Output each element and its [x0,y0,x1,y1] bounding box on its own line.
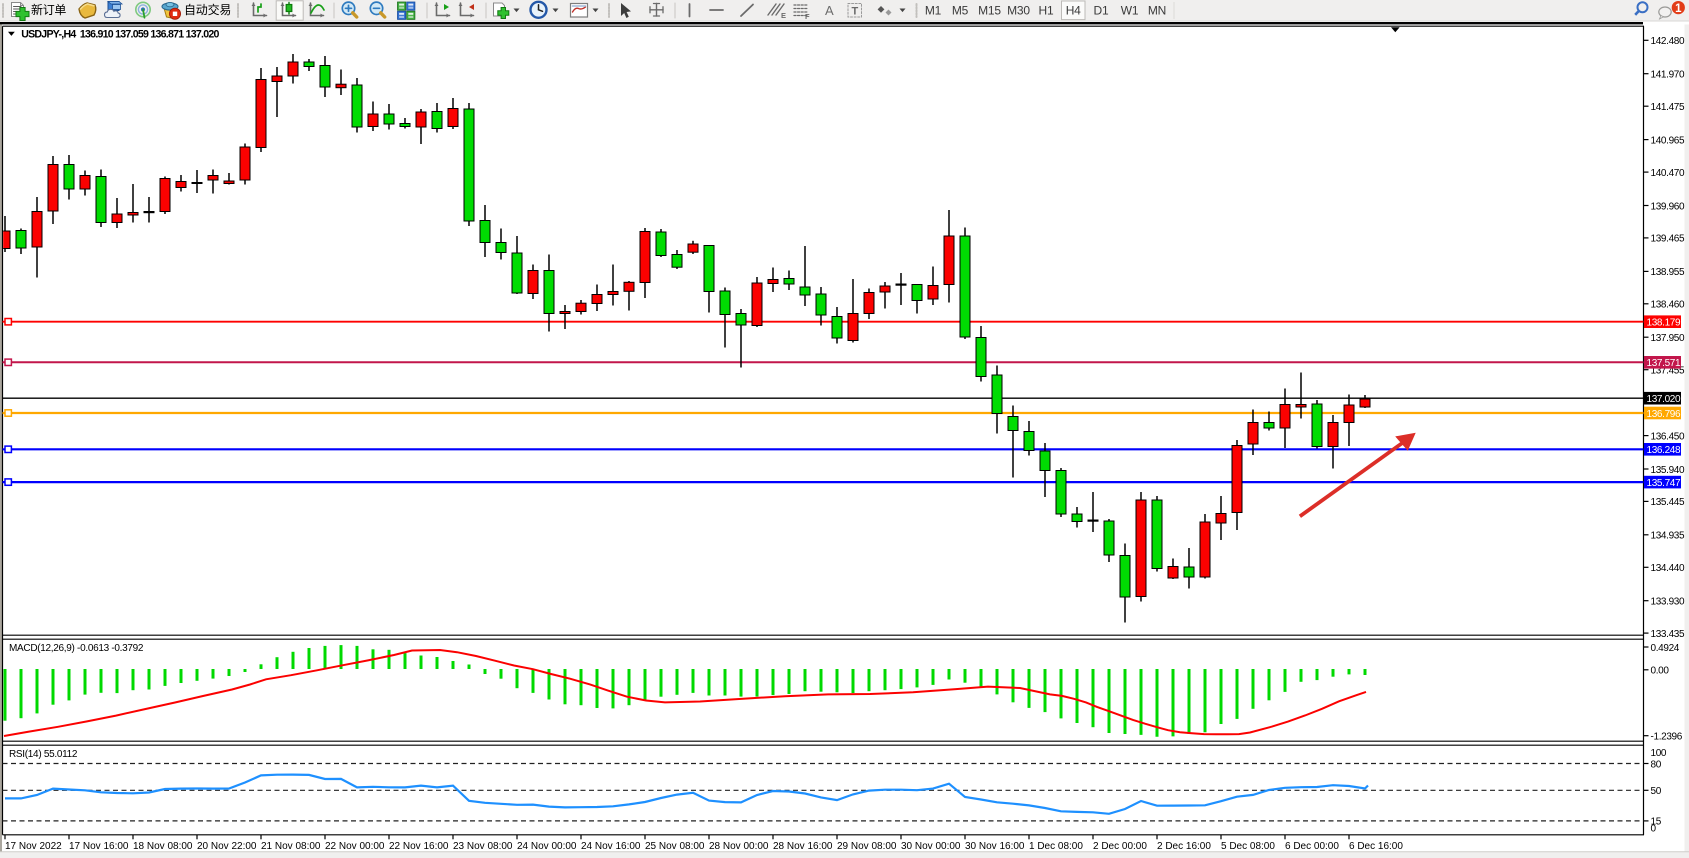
svg-text:MACD(12,26,9) -0.0613 -0.3792: MACD(12,26,9) -0.0613 -0.3792 [9,643,144,654]
svg-text:0: 0 [1651,823,1657,834]
svg-text:28 Nov 00:00: 28 Nov 00:00 [709,841,769,852]
svg-text:A: A [825,3,834,18]
svg-text:50: 50 [1651,786,1662,797]
svg-text:0.00: 0.00 [1651,666,1670,677]
svg-text:135.445: 135.445 [1651,497,1685,508]
svg-text:-1.2396: -1.2396 [1651,732,1683,743]
svg-text:23 Nov 08:00: 23 Nov 08:00 [453,841,513,852]
svg-text:6 Dec 00:00: 6 Dec 00:00 [1285,841,1339,852]
svg-text:80: 80 [1651,759,1662,770]
svg-text:138.460: 138.460 [1651,300,1685,311]
svg-text:M5: M5 [952,4,969,18]
svg-text:141.475: 141.475 [1651,102,1685,113]
svg-text:1: 1 [1675,3,1682,15]
svg-text:2 Dec 16:00: 2 Dec 16:00 [1157,841,1211,852]
svg-text:139.465: 139.465 [1651,234,1685,245]
svg-text:140.470: 140.470 [1651,168,1685,179]
svg-text:H1: H1 [1039,4,1054,18]
svg-text:137.950: 137.950 [1651,333,1685,344]
svg-text:22 Nov 16:00: 22 Nov 16:00 [389,841,449,852]
svg-text:29 Nov 08:00: 29 Nov 08:00 [837,841,897,852]
svg-text:H4: H4 [1066,4,1081,18]
svg-text:135.747: 135.747 [1647,478,1681,489]
svg-text:142.480: 142.480 [1651,36,1685,47]
svg-text:25 Nov 08:00: 25 Nov 08:00 [645,841,705,852]
svg-text:135.940: 135.940 [1651,465,1685,476]
svg-text:2 Dec 00:00: 2 Dec 00:00 [1093,841,1147,852]
svg-text:134.440: 134.440 [1651,563,1685,574]
svg-text:6 Dec 16:00: 6 Dec 16:00 [1349,841,1403,852]
svg-text:138.179: 138.179 [1647,318,1681,329]
svg-text:137.571: 137.571 [1647,358,1681,369]
svg-text:136.248: 136.248 [1647,445,1681,456]
svg-text:M30: M30 [1007,4,1030,18]
svg-text:133.930: 133.930 [1651,597,1685,608]
svg-text:USDJPY-,H4 136.910 137.059 13: USDJPY-,H4 136.910 137.059 136.871 137.0… [21,29,219,41]
svg-text:M1: M1 [925,4,942,18]
svg-text:137.020: 137.020 [1647,394,1681,405]
svg-text:100: 100 [1651,748,1667,759]
svg-text:30 Nov 16:00: 30 Nov 16:00 [965,841,1025,852]
svg-text:137.455: 137.455 [1651,366,1685,377]
svg-text:MN: MN [1148,4,1166,18]
svg-text:T: T [852,6,859,18]
svg-text:24 Nov 16:00: 24 Nov 16:00 [581,841,641,852]
svg-text:5 Dec 08:00: 5 Dec 08:00 [1221,841,1275,852]
svg-text:18 Nov 08:00: 18 Nov 08:00 [133,841,193,852]
svg-text:自动交易: 自动交易 [184,2,231,17]
svg-text:F: F [805,12,810,21]
svg-text:22 Nov 00:00: 22 Nov 00:00 [325,841,385,852]
svg-text:D1: D1 [1094,4,1109,18]
svg-text:140.965: 140.965 [1651,135,1685,146]
svg-text:24 Nov 00:00: 24 Nov 00:00 [517,841,577,852]
svg-text:21 Nov 08:00: 21 Nov 08:00 [261,841,321,852]
svg-text:139.960: 139.960 [1651,201,1685,212]
svg-text:15: 15 [1651,817,1662,828]
svg-text:134.935: 134.935 [1651,531,1685,542]
svg-text:0.4924: 0.4924 [1651,643,1680,654]
svg-text:138.955: 138.955 [1651,267,1685,278]
svg-text:133.435: 133.435 [1651,629,1685,640]
svg-text:136.450: 136.450 [1651,431,1685,442]
svg-text:17 Nov 16:00: 17 Nov 16:00 [69,841,129,852]
svg-text:20 Nov 22:00: 20 Nov 22:00 [197,841,257,852]
svg-text:M15: M15 [978,4,1001,18]
svg-text:W1: W1 [1121,4,1139,18]
svg-text:136.796: 136.796 [1647,409,1681,420]
svg-text:E: E [781,11,786,20]
svg-text:新订单: 新订单 [31,2,66,17]
svg-text:1 Dec 08:00: 1 Dec 08:00 [1029,841,1083,852]
svg-text:141.970: 141.970 [1651,70,1685,81]
svg-text:30 Nov 00:00: 30 Nov 00:00 [901,841,961,852]
svg-text:17 Nov 2022: 17 Nov 2022 [5,841,62,852]
svg-text:RSI(14) 55.0112: RSI(14) 55.0112 [9,749,78,760]
svg-text:28 Nov 16:00: 28 Nov 16:00 [773,841,833,852]
